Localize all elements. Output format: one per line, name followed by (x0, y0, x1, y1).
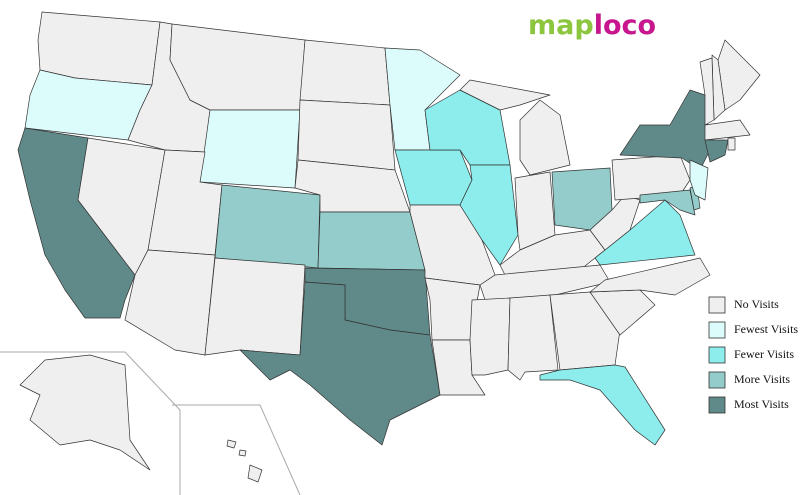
legend-swatch (708, 346, 726, 364)
legend-label: No Visits (734, 297, 779, 311)
legend-swatch (708, 296, 726, 314)
logo: maploco (528, 10, 656, 41)
state (19, 354, 151, 471)
state (469, 297, 511, 376)
state (297, 99, 396, 171)
logo-part: map (528, 10, 594, 41)
state (199, 109, 301, 189)
state (299, 39, 391, 106)
state (519, 99, 571, 176)
state (549, 291, 621, 371)
inset-border (0, 351, 181, 495)
state (639, 189, 696, 216)
state (239, 281, 441, 446)
state (507, 294, 559, 381)
legend-swatch (708, 371, 726, 389)
state (204, 257, 306, 356)
legend-label: Fewer Visits (734, 347, 794, 361)
state (704, 139, 729, 163)
state (431, 339, 486, 396)
state (247, 464, 263, 483)
state (589, 257, 711, 296)
state (727, 137, 736, 151)
state (226, 439, 237, 449)
state (689, 159, 709, 201)
state (169, 23, 306, 111)
inset-border (172, 404, 301, 495)
state (699, 57, 715, 126)
legend-swatch (708, 396, 726, 414)
state (704, 119, 751, 141)
legend-swatch (708, 321, 726, 339)
legend-label: Most Visits (734, 397, 789, 411)
state (459, 164, 519, 266)
states (17, 11, 761, 483)
state (317, 211, 426, 271)
state (459, 79, 551, 111)
state (394, 149, 473, 206)
legend-label: Fewest Visits (734, 322, 798, 336)
state (717, 39, 761, 111)
logo-part: loco (594, 10, 656, 41)
state (539, 364, 666, 446)
legend-label: More Visits (734, 372, 790, 386)
state (238, 449, 247, 457)
legend: No Visits Fewest Visits Fewer Visits More V… (708, 296, 798, 414)
state (214, 184, 321, 269)
